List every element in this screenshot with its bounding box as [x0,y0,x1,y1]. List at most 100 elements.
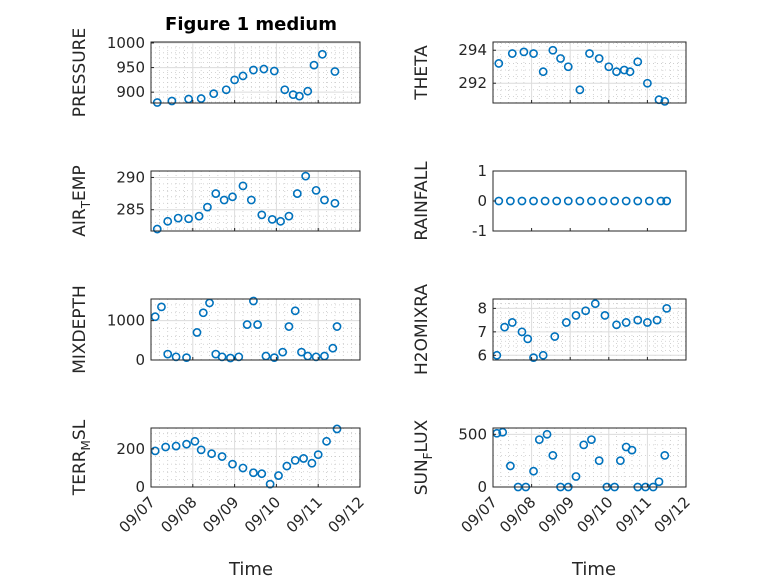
y-axis-label: AIRTEMP [70,165,93,236]
x-tick-label: 09/12 [651,493,694,536]
x-tick-label: 09/09 [535,493,578,536]
data-point [297,347,306,357]
y-tick-label: 1 [477,162,487,180]
y-tick-label: 500 [458,425,487,443]
y-tick-label: 0 [135,351,145,369]
data-point [548,45,558,55]
data-point [500,322,509,332]
data-point [209,89,219,99]
y-tick-label: 285 [116,201,145,219]
data-point [292,189,302,198]
axes-box [150,170,361,232]
x-axis-label-right: Time [571,559,616,580]
data-point [621,196,631,206]
y-tick-label: 8 [477,299,487,317]
data-point [507,49,517,58]
data-point [194,211,204,221]
data-point [598,196,608,206]
data-point [182,439,191,449]
plot-area [151,299,360,360]
data-point [615,456,625,466]
data-point [192,328,202,337]
data-point [652,315,662,325]
data-point [309,60,319,70]
y-tick-label: 290 [116,168,145,186]
data-point [552,196,562,206]
y-axis-label: TERRMSL [70,419,93,496]
y-tick-label: -1 [472,222,487,240]
data-point [332,424,342,434]
y-tick-label: 1000 [107,34,145,52]
data-point [253,320,262,329]
data-point [519,47,529,57]
y-tick-label: 0 [477,192,487,210]
data-point [171,441,181,451]
data-point [575,196,585,206]
data-point [643,78,652,88]
data-point [507,318,517,327]
subplot-rainfall: -1 0 1 RAINFALL [412,161,687,241]
data-point [571,472,581,481]
data-point [542,429,552,439]
data-point [280,85,290,95]
data-point [182,353,191,363]
data-point [242,320,252,329]
data-point [221,85,231,95]
y-tick-label: 292 [458,74,487,92]
data-point [550,332,560,341]
data-point [660,450,670,460]
y-axis-label: RAINFALL [412,161,432,241]
data-point [571,311,581,320]
data-point [498,427,508,437]
x-tick-label: 09/08 [157,493,200,536]
plot-area [493,428,686,487]
data-point [330,198,340,208]
data-point [575,85,585,95]
subplot-sunflux: 0 500 SUNFLUX 09/0709/0809/0909/1009/1109/1… [412,419,694,536]
plot-area [493,42,686,103]
axes-box [150,41,361,104]
data-point [276,216,285,226]
data-point [313,450,323,460]
data-point [563,62,573,72]
data-point [494,59,504,68]
plot-area [151,428,360,487]
data-point [654,477,664,487]
subplot-pressure: 900 950 1000 PRESSURE [70,28,361,117]
data-point [257,210,267,220]
data-point [320,195,329,205]
data-point [594,54,604,63]
data-point [284,211,294,221]
data-point [633,57,643,67]
data-point [228,459,237,469]
data-point [150,446,160,456]
axes-box [150,298,361,361]
x-tick-label: 09/11 [283,493,326,536]
data-point [561,318,571,327]
data-point [563,196,573,206]
data-point [269,353,279,363]
data-point [290,455,300,465]
y-tick-label: 0 [477,478,487,496]
data-point [322,436,331,446]
y-axis-label: SUNFLUX [412,419,435,495]
data-point [217,452,227,461]
data-point [662,196,672,206]
data-point [274,471,283,480]
subplot-h2omixra: 6 7 8 H2OMIXRA [412,284,687,375]
data-point [540,196,550,206]
data-point [581,306,591,316]
data-point [505,196,515,206]
x-tick-label: 09/09 [199,493,242,536]
data-point [538,67,548,77]
data-point [505,461,515,471]
data-point [529,196,538,206]
data-point [621,318,631,327]
data-point [301,171,311,181]
axes-box [492,427,687,488]
data-point [238,71,248,81]
data-point [259,64,269,74]
data-point [556,54,565,63]
